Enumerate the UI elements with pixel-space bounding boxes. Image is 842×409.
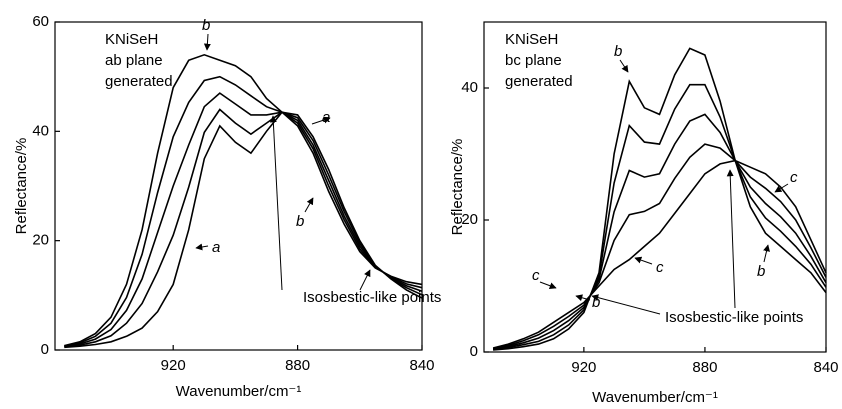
annotation: b [614,43,622,60]
spectrum-line [492,113,827,350]
annotation: c [532,267,540,284]
y-tick-label: 20 [32,232,49,249]
annotation: generated [505,73,573,90]
arrow [634,256,653,265]
y-tick-label: 0 [470,343,478,360]
y-axis-label: Reflectance/% [13,138,30,235]
x-tick-label: 880 [692,359,717,376]
arrow [269,115,283,291]
arrow [774,183,789,193]
arrow [619,59,629,73]
arrow [539,281,557,290]
spectrum-line [64,53,423,347]
annotation: a [322,109,330,126]
spectrum-line [492,159,827,349]
annotation: Isosbestic-like points [665,309,803,326]
spectrum-line [64,75,423,347]
y-tick-label: 40 [32,122,49,139]
y-axis-label: Reflectance/% [449,139,466,236]
spectrum-line [492,83,827,351]
plot-frame [54,21,423,351]
arrow [195,243,209,251]
annotation: Isosbestic-like points [303,289,441,306]
arrow [304,197,314,213]
y-tick-label: 0 [41,341,49,358]
annotation: KNiSeH [505,31,558,48]
annotation: c [656,259,664,276]
arrow [575,294,591,302]
y-tick-label: 40 [461,79,478,96]
spectrum-line [64,111,423,349]
annotation: a [212,239,220,256]
spectrum-line [492,143,827,350]
annotation: b [592,294,600,311]
x-tick-label: 840 [409,357,434,374]
x-tick-label: 880 [285,357,310,374]
annotation: bc plane [505,52,562,69]
arrow [591,294,661,315]
spectrum-line [64,108,423,348]
arrow [763,244,770,263]
x-tick-label: 840 [813,359,838,376]
x-tick-label: 920 [571,359,596,376]
spectrum-line [64,92,423,348]
x-axis-label: Wavenumber/cm⁻¹ [176,383,302,400]
plot-frame [483,21,827,353]
y-tick-label: 20 [461,211,478,228]
x-tick-label: 920 [161,357,186,374]
y-tick-label: 60 [32,13,49,30]
annotation: b [202,17,210,34]
x-axis-label: Wavenumber/cm⁻¹ [592,389,718,406]
arrow [359,269,371,291]
annotation: KNiSeH [105,31,158,48]
spectrum-line [493,47,827,351]
arrow [726,169,736,309]
annotation: b [296,213,304,230]
arrow [311,116,331,125]
arrow [203,33,211,51]
annotation: ab plane [105,52,163,69]
annotation: c [790,169,798,186]
annotation: b [757,263,765,280]
annotation: generated [105,73,173,90]
